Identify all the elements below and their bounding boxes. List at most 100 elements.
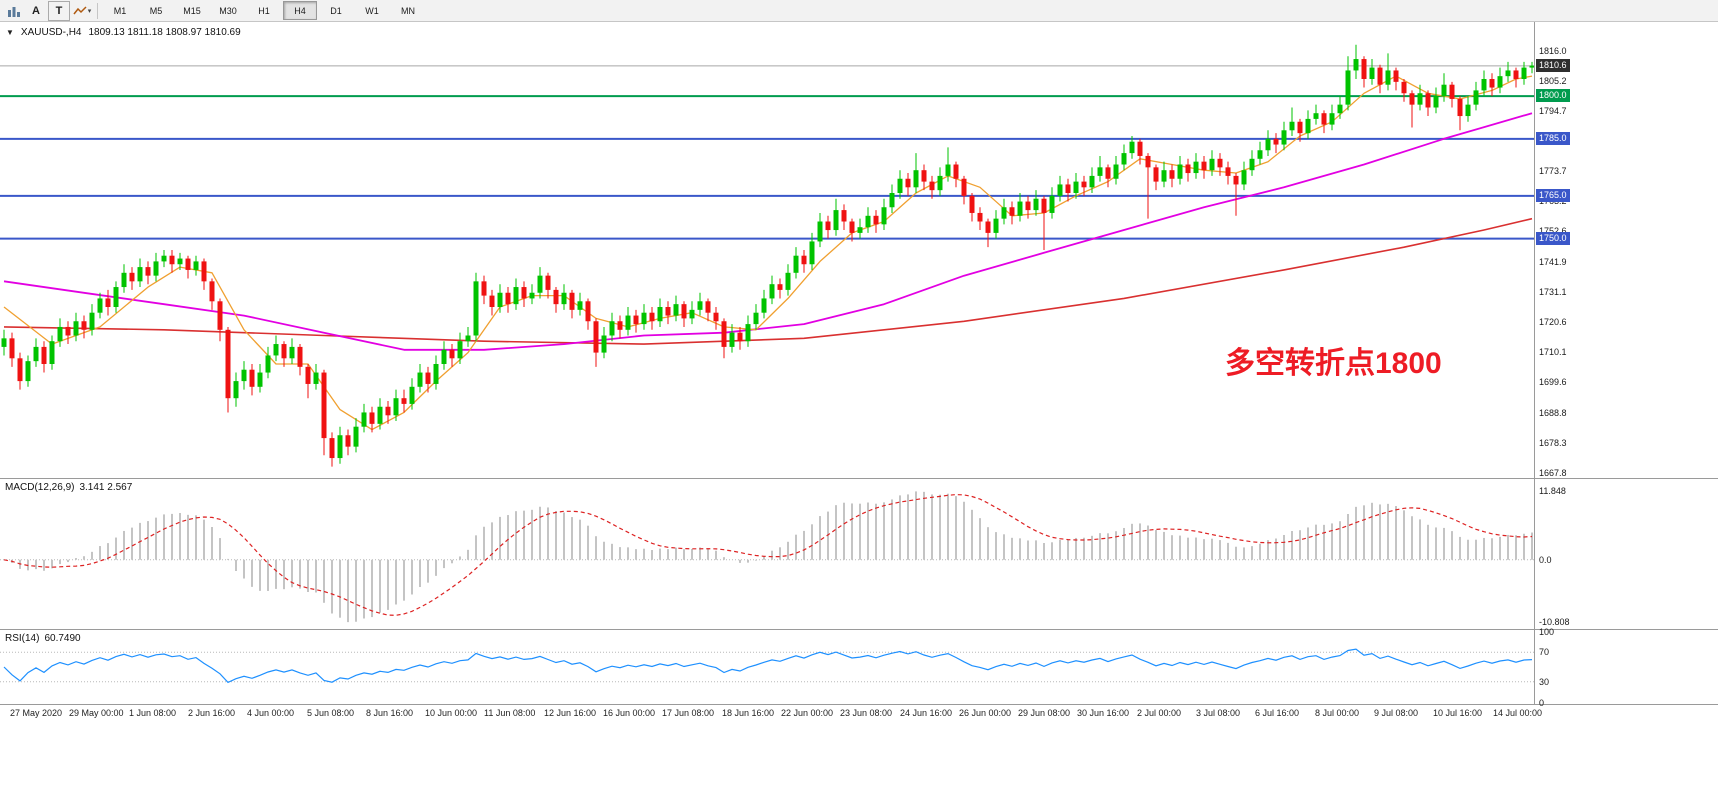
candle-body (849, 221, 855, 233)
candle-body (1369, 67, 1375, 79)
timeframe-button-h1[interactable]: H1 (258, 5, 270, 16)
candle-body (345, 435, 351, 447)
candle-body (1097, 167, 1103, 176)
candle-body (1489, 79, 1495, 88)
candle-body (753, 312, 759, 325)
candle-body (313, 372, 319, 384)
candle-body (1465, 104, 1471, 117)
macd-signal-line (3, 493, 1533, 616)
time-tick-label: 6 Jul 16:00 (1255, 708, 1300, 718)
candle-body (897, 178, 903, 193)
candle-body (737, 332, 743, 342)
price-tick-label: 1667.8 (1539, 468, 1567, 478)
candle-body (1017, 201, 1023, 216)
panel-separator-macd-rsi[interactable] (0, 629, 1718, 630)
collapse-arrow-icon[interactable]: ▼ (6, 28, 14, 37)
candle-body (889, 193, 895, 208)
candle-body (545, 275, 551, 290)
time-tick-label: 3 Jul 08:00 (1196, 708, 1241, 718)
candle-body (289, 346, 295, 359)
chart-annotation-text[interactable]: 多空转折点1800 (1225, 347, 1442, 380)
candle-body (1377, 67, 1383, 85)
candle-body (769, 284, 775, 299)
candle-body (17, 358, 23, 382)
candle-body (1529, 65, 1534, 68)
candle-body (369, 412, 375, 424)
time-tick-label: 14 Jul 00:00 (1493, 708, 1543, 718)
price-tick-label: 1710.1 (1539, 347, 1567, 357)
line-studies-icon[interactable]: ▾ (72, 2, 92, 20)
timeframe-button-m1[interactable]: M1 (113, 5, 127, 16)
timeframe-button-h4[interactable]: H4 (283, 1, 317, 20)
candle-body (89, 312, 95, 330)
candle-body (1049, 195, 1055, 213)
candle-body (1137, 141, 1143, 156)
macd-canvas[interactable] (0, 479, 1534, 629)
candle-body (1033, 198, 1039, 211)
moving-average-line[interactable] (3, 217, 1533, 345)
candle-body (1321, 113, 1327, 125)
candle-body (1385, 70, 1391, 85)
time-tick-label: 2 Jul 00:00 (1137, 708, 1182, 718)
candle-body (1337, 104, 1343, 114)
candle-body (577, 301, 583, 310)
text-annotation-a-icon[interactable]: A (32, 4, 40, 17)
price-tick-label: 1699.6 (1539, 377, 1567, 387)
timeframe-button-d1[interactable]: D1 (330, 5, 342, 16)
candle-body (1401, 81, 1407, 94)
rsi-canvas[interactable] (0, 630, 1534, 704)
chart-bars-icon[interactable] (4, 2, 24, 20)
rsi-tick-label: 100 (1539, 627, 1555, 637)
price-tick-label: 1816.0 (1539, 46, 1567, 56)
candle-body (1345, 70, 1351, 105)
candle-body (953, 164, 959, 179)
text-annotation-t-icon[interactable]: T (48, 0, 70, 21)
candle-body (329, 438, 335, 459)
candle-body (361, 412, 367, 427)
candle-body (761, 298, 767, 313)
panel-separator-main-macd[interactable] (0, 478, 1718, 479)
time-tick-label: 11 Jun 08:00 (484, 708, 536, 718)
candle-body (321, 372, 327, 439)
candle-body (689, 309, 695, 319)
candle-body (1113, 164, 1119, 179)
time-tick-label: 8 Jul 00:00 (1315, 708, 1360, 718)
price-tick-label: 1773.7 (1539, 166, 1567, 176)
timeframe-button-mn[interactable]: MN (401, 5, 415, 16)
candle-body (73, 321, 79, 336)
time-tick-label: 9 Jul 08:00 (1374, 708, 1419, 718)
timeframe-button-m30[interactable]: M30 (219, 5, 237, 16)
candle-body (881, 207, 887, 225)
candle-body (297, 346, 303, 367)
candle-body (33, 346, 39, 362)
timeframe-button-m15[interactable]: M15 (183, 5, 201, 16)
timeframe-button-m5[interactable]: M5 (149, 5, 163, 16)
candle-body (641, 312, 647, 325)
price-tick-label: 1794.7 (1539, 106, 1567, 116)
moving-average-line[interactable] (3, 75, 1533, 431)
candle-body (185, 258, 191, 270)
time-axis[interactable]: 27 May 2020 29 May 00:00 1 Jun 08:00 2 Jun … (0, 705, 1718, 724)
moving-average-line[interactable] (3, 112, 1533, 351)
candle-body (441, 349, 447, 364)
candle-body (793, 255, 799, 273)
candle-body (241, 369, 247, 382)
main-chart-canvas[interactable] (0, 22, 1534, 478)
candle-body (449, 349, 455, 359)
candle-body (1297, 121, 1303, 134)
candle-body (1193, 161, 1199, 174)
candle-body (1313, 113, 1319, 119)
time-tick-label: 22 Jun 00:00 (781, 708, 834, 718)
candle-body (865, 215, 871, 228)
ohlc-values: 1809.13 1811.18 1808.97 1810.69 (88, 27, 241, 38)
macd-name: MACD(12,26,9) (5, 482, 75, 493)
candle-body (1425, 93, 1431, 108)
candle-body (1081, 181, 1087, 188)
time-tick-label: 26 Jun 00:00 (959, 708, 1012, 718)
candle-body (249, 369, 255, 387)
price-axis[interactable]: 1816.01805.21794.71784.21773.71763.21752… (1534, 0, 1718, 724)
timeframe-button-w1[interactable]: W1 (365, 5, 379, 16)
candle-body (1073, 181, 1079, 193)
candle-body (1505, 70, 1511, 77)
candle-body (1449, 84, 1455, 99)
